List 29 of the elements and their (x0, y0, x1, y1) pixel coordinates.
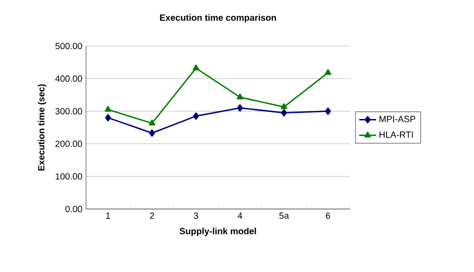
y-tick-label: 100.00 (56, 173, 82, 180)
point (149, 129, 155, 137)
y-tick-label: 300.00 (55, 108, 82, 114)
point (192, 64, 200, 70)
point (324, 69, 332, 75)
legend-label: MPI-ASP (380, 116, 416, 122)
point (104, 106, 112, 112)
point (325, 108, 331, 115)
point (237, 104, 243, 112)
chart-title: Execution time comparison (160, 14, 276, 23)
point (236, 93, 244, 100)
point (280, 103, 288, 110)
x-axis-title: Supply-link model (180, 228, 256, 236)
x-tick-label: 5a (279, 212, 289, 219)
point (105, 114, 111, 122)
y-tick-label: 0.00 (65, 206, 82, 212)
legend-label: HLA-RTI (380, 132, 413, 138)
x-tick-label: 1 (106, 212, 110, 219)
y-tick-label: 500.00 (55, 42, 82, 50)
y-tick-label: 400.00 (55, 75, 82, 82)
y-tick-label: 200.00 (56, 140, 82, 147)
point (148, 120, 156, 126)
point (281, 109, 287, 117)
point (193, 112, 199, 120)
y-axis-title: Execution time (sec) (38, 84, 46, 171)
x-tick-label: 2 (150, 212, 154, 219)
x-tick-label: 4 (238, 212, 242, 219)
x-tick-label: 6 (326, 212, 330, 219)
x-tick-label: 3 (194, 212, 198, 219)
